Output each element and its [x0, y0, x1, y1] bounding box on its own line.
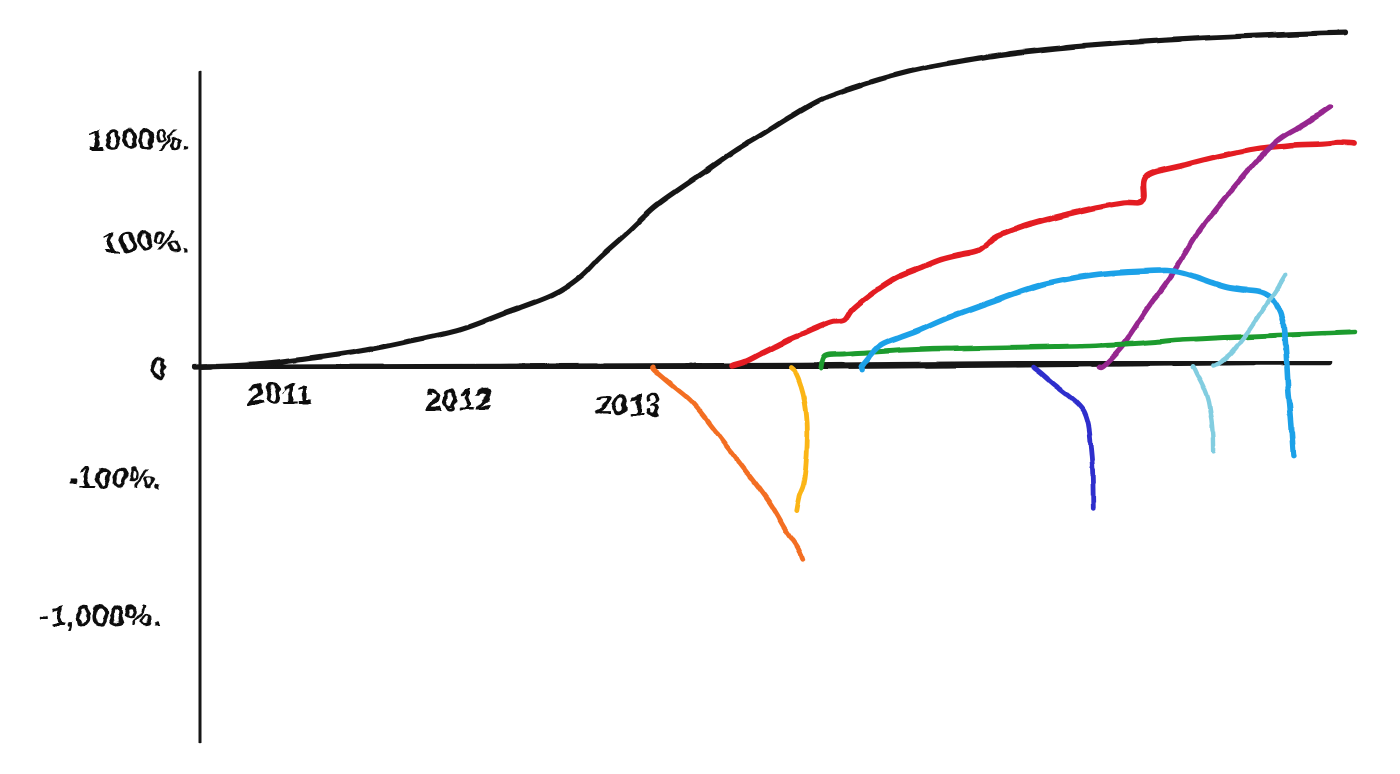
svg-text:0: 0 [150, 352, 167, 385]
svg-text:-1,000%.: -1,000%. [40, 600, 160, 633]
svg-text:2011: 2011 [248, 379, 313, 412]
svg-text:-100%.: -100%. [68, 462, 163, 495]
svg-text:100%.: 100%. [103, 226, 188, 259]
svg-text:1000%.: 1000%. [88, 124, 190, 157]
svg-text:2012: 2012 [425, 384, 492, 417]
svg-text:2013: 2013 [595, 389, 662, 422]
